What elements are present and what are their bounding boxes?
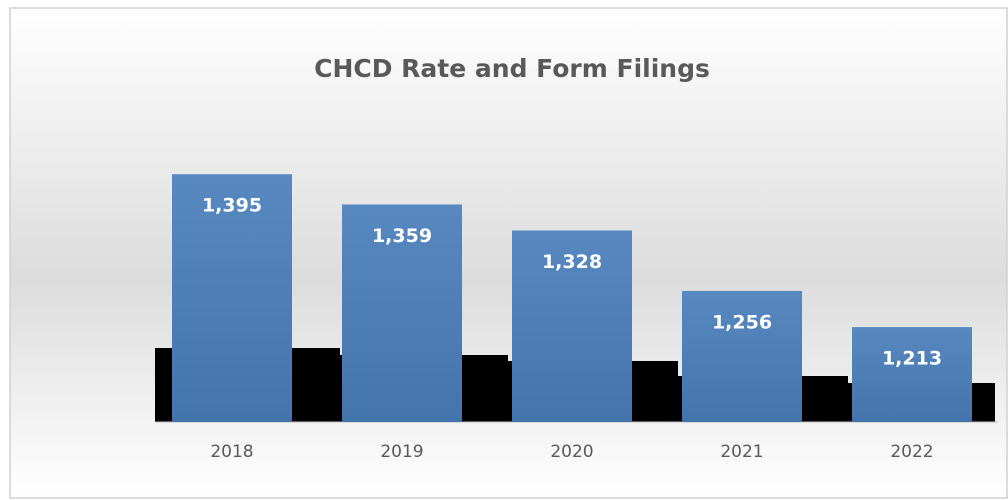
data-label: 1,328 (542, 251, 602, 273)
x-tick-label: 2020 (550, 442, 593, 462)
data-label: 1,213 (882, 348, 942, 370)
chart-title: CHCD Rate and Form Filings (314, 54, 710, 83)
bar-shade (682, 290, 802, 422)
data-label: 1,395 (202, 195, 262, 217)
bar-shade (512, 230, 632, 422)
x-tick-label: 2022 (890, 442, 933, 462)
bar-shade (172, 174, 292, 422)
bar-shade (852, 327, 972, 422)
x-tick-label: 2019 (380, 442, 423, 462)
data-label: 1,359 (372, 225, 432, 247)
bar-shade (342, 204, 462, 422)
bars: 1,395 2018 1,359 2019 1,328 2020 1,256 2021 1,21… (172, 174, 972, 462)
x-tick-label: 2018 (210, 442, 253, 462)
data-label: 1,256 (712, 311, 772, 333)
x-tick-label: 2021 (720, 442, 763, 462)
